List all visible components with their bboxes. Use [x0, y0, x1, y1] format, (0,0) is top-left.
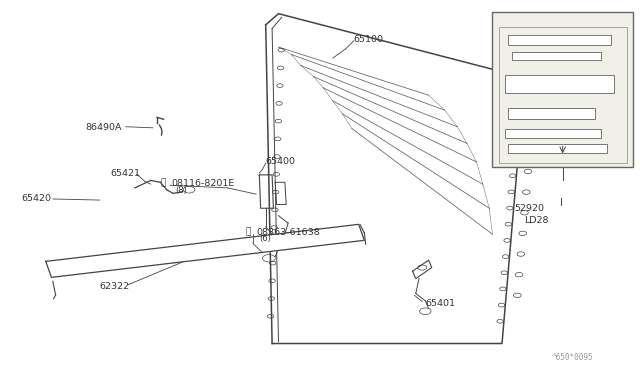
Text: 65400: 65400 [266, 157, 296, 166]
Text: (6): (6) [259, 234, 271, 244]
Text: 08363-61638: 08363-61638 [256, 228, 320, 237]
Text: 52920: 52920 [515, 205, 545, 214]
Bar [508, 144, 607, 153]
Bar [505, 129, 601, 138]
Text: 65421: 65421 [111, 169, 141, 177]
Text: 08116-8201E: 08116-8201E [172, 179, 235, 187]
FancyBboxPatch shape [492, 12, 633, 167]
Text: (8): (8) [175, 186, 187, 195]
Text: ^650*0095: ^650*0095 [552, 353, 593, 362]
Text: 65420: 65420 [22, 195, 52, 203]
Text: Ⓢ: Ⓢ [246, 228, 251, 237]
Bar [511, 52, 601, 60]
Text: 65401: 65401 [426, 299, 456, 308]
Text: 86490A: 86490A [86, 123, 122, 132]
Text: 62322: 62322 [100, 282, 130, 291]
Bar [505, 75, 614, 93]
Text: LD28: LD28 [524, 216, 549, 225]
Text: 65100: 65100 [354, 35, 384, 44]
Polygon shape [46, 224, 364, 278]
Text: Ⓑ: Ⓑ [161, 179, 166, 187]
Bar [508, 108, 595, 119]
Bar [508, 35, 611, 45]
